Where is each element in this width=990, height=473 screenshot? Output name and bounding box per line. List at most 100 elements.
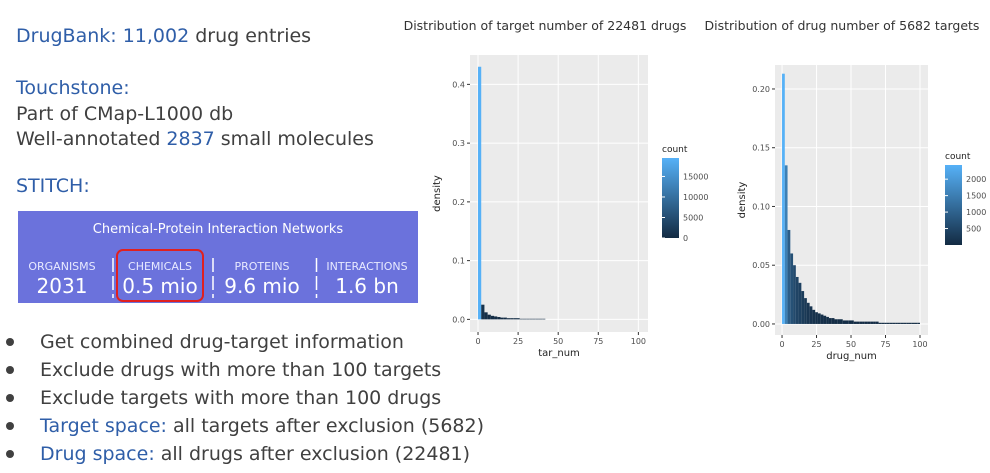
bar bbox=[856, 321, 860, 324]
x-axis-label: drug_num bbox=[826, 351, 877, 362]
legend-title: count bbox=[662, 145, 688, 155]
bar bbox=[845, 320, 849, 324]
stat-label: CHEMICALS bbox=[128, 260, 192, 273]
bullet-dot bbox=[6, 366, 14, 374]
bar bbox=[884, 322, 887, 324]
banner-title: Chemical-Protein Interaction Networks bbox=[93, 222, 344, 237]
bar bbox=[806, 302, 810, 324]
stat-value: 1.6 bn bbox=[335, 274, 399, 298]
bar bbox=[859, 321, 863, 324]
legend-tick-label: 2000 bbox=[966, 175, 986, 184]
y-tick-label: 0.3 bbox=[452, 139, 465, 148]
bar bbox=[853, 321, 857, 324]
y-tick-label: 0.2 bbox=[452, 198, 465, 207]
panel bbox=[470, 55, 648, 332]
touchstone-line1: Part of CMap-L1000 db bbox=[16, 103, 233, 125]
y-tick-label: 0.00 bbox=[752, 320, 770, 329]
bullet-dot bbox=[6, 338, 14, 346]
x-tick-label: 75 bbox=[593, 337, 603, 346]
x-tick-label: 0 bbox=[475, 337, 480, 346]
bullet-dot bbox=[6, 394, 14, 402]
bar bbox=[798, 282, 802, 324]
stat-value: 9.6 mio bbox=[224, 274, 299, 298]
bar bbox=[851, 320, 854, 324]
y-axis-label: density bbox=[432, 175, 443, 212]
bar bbox=[490, 315, 495, 320]
bar bbox=[500, 317, 504, 320]
legend-tick-label: 5000 bbox=[683, 213, 703, 222]
bullet-body: all drugs after exclusion (22481) bbox=[161, 443, 470, 465]
bar bbox=[817, 313, 821, 324]
bar bbox=[895, 322, 898, 324]
bar bbox=[481, 304, 485, 320]
x-tick-label: 100 bbox=[912, 340, 927, 349]
bullet-text: Exclude targets with more than 100 drugs bbox=[40, 387, 441, 409]
bar bbox=[900, 322, 904, 324]
chart-title: Distribution of target number of 22481 d… bbox=[404, 18, 687, 33]
x-tick-label: 25 bbox=[811, 340, 821, 349]
drugbank-rest: drug entries bbox=[195, 25, 311, 47]
stitch-banner bbox=[18, 211, 418, 303]
bar bbox=[873, 321, 876, 324]
bar bbox=[532, 318, 536, 320]
touchstone-heading: Touchstone: bbox=[15, 77, 130, 99]
stat-value: 0.5 mio bbox=[122, 274, 197, 298]
bar bbox=[908, 322, 912, 324]
bar bbox=[906, 322, 909, 324]
bar bbox=[542, 318, 546, 320]
x-tick-label: 25 bbox=[513, 337, 523, 346]
bar bbox=[538, 318, 543, 320]
x-tick-label: 50 bbox=[846, 340, 856, 349]
bar bbox=[522, 318, 527, 320]
bar bbox=[516, 318, 520, 320]
bar bbox=[870, 321, 874, 324]
bullet-term: Drug space: bbox=[40, 443, 155, 465]
bar bbox=[864, 321, 868, 324]
x-tick-label: 100 bbox=[631, 337, 646, 346]
y-tick-label: 0.15 bbox=[752, 144, 770, 153]
bar bbox=[848, 320, 852, 324]
y-tick-label: 0.10 bbox=[752, 202, 770, 211]
bar bbox=[529, 318, 533, 320]
bar bbox=[826, 316, 829, 324]
bar bbox=[526, 318, 530, 320]
bar bbox=[886, 322, 890, 324]
y-axis-label: density bbox=[737, 182, 748, 219]
bar bbox=[784, 165, 788, 324]
x-tick-label: 50 bbox=[553, 337, 563, 346]
bar bbox=[494, 316, 498, 320]
legend-tick-label: 1000 bbox=[966, 208, 986, 217]
touchstone-line2: Well-annotated 2837 small molecules bbox=[16, 128, 374, 150]
bar bbox=[837, 319, 840, 324]
bar bbox=[510, 318, 514, 320]
bar bbox=[815, 312, 818, 324]
legend-tick-label: 500 bbox=[966, 225, 981, 234]
bar bbox=[820, 314, 824, 324]
stat-label: INTERACTIONS bbox=[326, 260, 407, 273]
x-axis-label: tar_num bbox=[538, 348, 580, 359]
bar bbox=[478, 66, 482, 320]
bar bbox=[831, 318, 835, 324]
highlight-box bbox=[116, 249, 204, 302]
bar bbox=[506, 318, 511, 320]
bar bbox=[513, 318, 517, 320]
bullet-term: Target space: bbox=[39, 415, 167, 437]
stitch-heading: STITCH: bbox=[16, 175, 90, 197]
bar bbox=[487, 314, 491, 320]
bar bbox=[834, 319, 838, 324]
charts: Distribution of target number of 22481 d… bbox=[404, 18, 987, 362]
legend-tick-label: 0 bbox=[683, 234, 688, 243]
bar bbox=[497, 317, 501, 320]
touchstone-num: 2837 bbox=[166, 128, 214, 150]
bar bbox=[804, 298, 807, 324]
drugbank-line: DrugBank: 11,002 drug entries bbox=[16, 25, 311, 47]
bar bbox=[484, 312, 488, 320]
bar bbox=[519, 318, 523, 320]
y-tick-label: 0.0 bbox=[452, 315, 465, 324]
bar bbox=[503, 317, 507, 320]
stat-value: 2031 bbox=[37, 274, 88, 298]
bullet-text: Get combined drug-target information bbox=[40, 331, 404, 353]
bar bbox=[787, 229, 791, 324]
